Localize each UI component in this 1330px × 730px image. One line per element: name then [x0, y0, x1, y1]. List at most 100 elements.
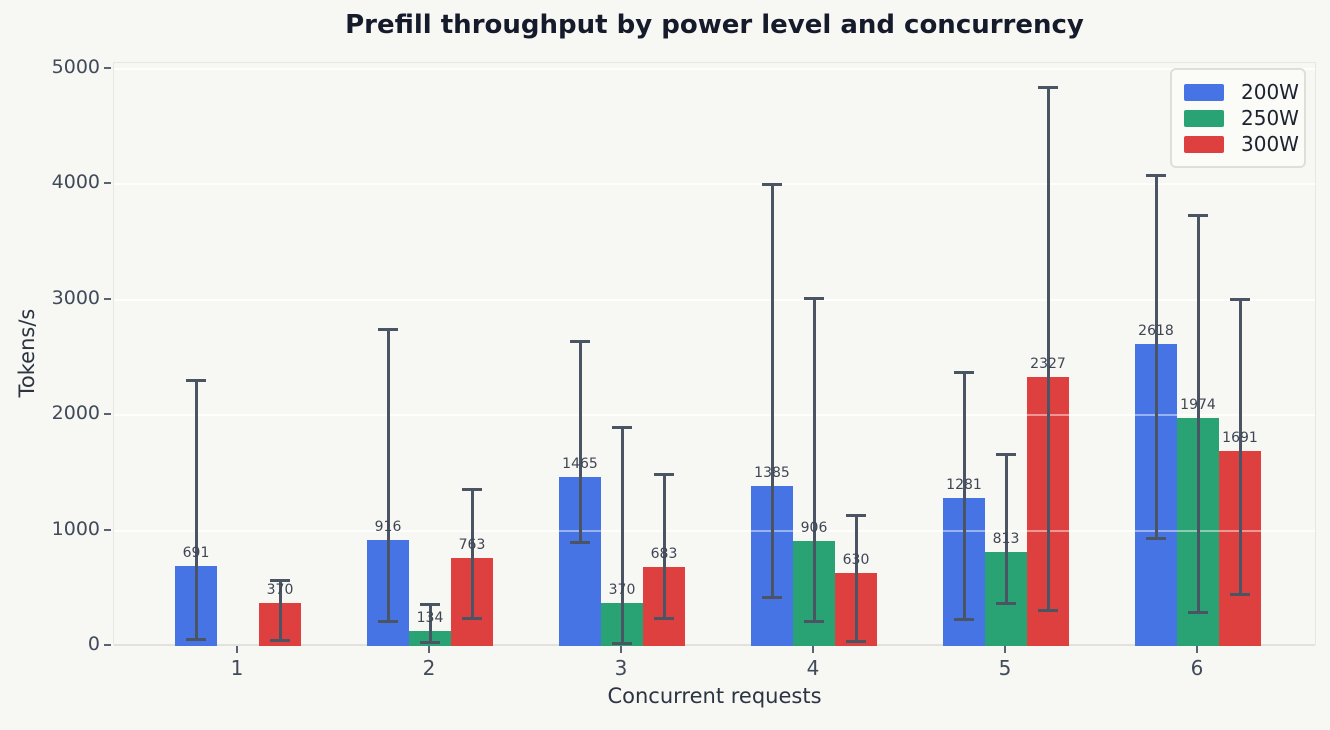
gridline-5000 — [114, 68, 1315, 70]
legend-item-300W: 300W — [1184, 131, 1299, 157]
errorbar-250W-c5 — [1004, 454, 1008, 604]
y-tick-mark-5000 — [104, 67, 111, 69]
bar-value-label: 813 — [992, 531, 1020, 548]
errorbar-cap-top — [1188, 214, 1208, 218]
errorbar-cap-bottom — [762, 596, 782, 600]
legend-label-200W: 200W — [1241, 80, 1299, 104]
bar-value-label: 691 — [182, 545, 210, 562]
errorbar-250W-c3 — [620, 427, 624, 644]
errorbar-cap-top — [420, 602, 440, 606]
bar-value-label: 370 — [608, 582, 636, 599]
legend-swatch-250W — [1184, 109, 1224, 127]
errorbar-cap-top — [654, 472, 674, 476]
gridline-4000 — [114, 183, 1315, 186]
errorbar-cap-bottom — [804, 620, 824, 624]
y-tick-label-5000: 5000 — [51, 56, 100, 78]
gridline-overlay-4000 — [114, 183, 1315, 186]
errorbar-cap-bottom — [996, 601, 1016, 605]
y-tick-mark-3000 — [104, 297, 111, 300]
errorbar-cap-top — [186, 379, 206, 383]
errorbar-300W-c1 — [278, 580, 282, 641]
errorbar-cap-top — [1038, 85, 1058, 89]
x-axis-label: Concurrent requests — [607, 684, 822, 708]
errorbar-200W-c3 — [578, 341, 582, 543]
errorbar-cap-top — [462, 487, 482, 491]
x-tick-label-1: 1 — [230, 656, 244, 680]
y-tick-label-2000: 2000 — [51, 402, 100, 425]
legend-swatch-300W — [1184, 135, 1224, 153]
errorbar-cap-bottom — [846, 639, 866, 643]
errorbar-300W-c3 — [662, 474, 666, 619]
x-tick-label-4: 4 — [806, 656, 820, 680]
gridline-overlay-2000 — [114, 414, 1315, 417]
bar-value-label: 1281 — [946, 477, 982, 494]
errorbar-cap-top — [270, 578, 290, 582]
errorbar-cap-bottom — [378, 620, 398, 624]
y-tick-label-4000: 4000 — [51, 171, 100, 194]
gridline-overlay-3000 — [114, 298, 1315, 301]
errorbar-cap-bottom — [1146, 537, 1166, 541]
bar-value-label: 763 — [458, 536, 486, 553]
errorbar-200W-c5 — [962, 372, 966, 620]
legend-label-300W: 300W — [1241, 132, 1299, 156]
y-tick-mark-0 — [104, 644, 111, 646]
errorbar-cap-bottom — [1230, 592, 1250, 596]
errorbar-cap-bottom — [462, 616, 482, 620]
x-tick-mark-4 — [812, 646, 814, 653]
y-tick-label-0: 0 — [87, 633, 100, 655]
errorbar-cap-bottom — [654, 616, 674, 620]
bar-value-label: 134 — [416, 609, 444, 626]
errorbar-250W-c4 — [812, 298, 816, 622]
errorbar-cap-top — [846, 514, 866, 518]
plot-area: 691 916 1465 1385 1281 2618 134 370 906 813 1974 37… — [113, 62, 1316, 646]
errorbar-cap-bottom — [954, 617, 974, 621]
errorbar-cap-bottom — [570, 540, 590, 544]
legend-item-250W: 250W — [1184, 105, 1299, 131]
errorbar-cap-bottom — [270, 638, 290, 642]
errorbar-cap-top — [612, 426, 632, 430]
y-tick-label-1000: 1000 — [51, 517, 100, 540]
bar-value-label: 1465 — [562, 455, 598, 472]
bar-value-label: 906 — [800, 520, 828, 537]
bar-value-label: 1691 — [1222, 429, 1258, 446]
gridline-2000 — [114, 414, 1315, 417]
bar-value-label: 916 — [374, 519, 402, 536]
errorbar-cap-top — [996, 452, 1016, 456]
bar-value-label: 2618 — [1138, 322, 1174, 339]
bar-value-label: 2327 — [1030, 356, 1066, 373]
errorbar-cap-top — [1230, 298, 1250, 302]
errorbar-cap-top — [804, 297, 824, 301]
errorbar-cap-top — [1146, 173, 1166, 177]
chart-title: Prefill throughput by power level and co… — [345, 10, 1084, 40]
gridline-overlay-1000 — [114, 529, 1315, 532]
errorbar-300W-c2 — [470, 489, 474, 619]
y-tick-label-3000: 3000 — [51, 286, 100, 309]
errorbar-cap-bottom — [1188, 611, 1208, 615]
x-tick-mark-5 — [1004, 646, 1006, 653]
x-tick-label-3: 3 — [614, 656, 628, 680]
y-tick-mark-1000 — [104, 528, 111, 531]
errorbar-cap-top — [378, 328, 398, 332]
errorbar-200W-c1 — [194, 380, 198, 640]
x-axis-baseline — [114, 644, 1315, 646]
bar-value-label: 1385 — [754, 465, 790, 482]
legend-swatch-200W — [1184, 83, 1224, 101]
x-tick-mark-1 — [236, 646, 238, 653]
errorbar-cap-top — [762, 182, 782, 186]
errorbar-cap-bottom — [420, 641, 440, 645]
gridline-1000 — [114, 529, 1315, 532]
x-tick-label-2: 2 — [422, 656, 436, 680]
x-tick-mark-6 — [1196, 646, 1198, 653]
legend-item-200W: 200W — [1184, 79, 1299, 105]
x-tick-label-5: 5 — [998, 656, 1012, 680]
errorbar-cap-bottom — [612, 642, 632, 646]
errorbar-cap-top — [570, 339, 590, 343]
errorbar-300W-c6 — [1238, 299, 1242, 595]
bar-value-label: 370 — [266, 582, 294, 599]
y-tick-mark-4000 — [104, 182, 111, 185]
x-tick-mark-3 — [620, 646, 622, 653]
bar-value-label: 1974 — [1180, 397, 1216, 414]
errorbar-cap-bottom — [1038, 608, 1058, 612]
errorbar-250W-c6 — [1196, 215, 1200, 613]
